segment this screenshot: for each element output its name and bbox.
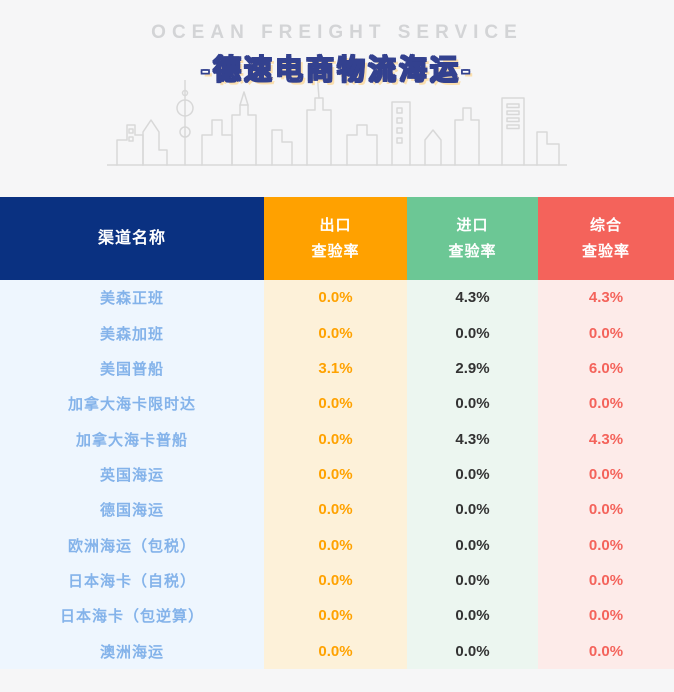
table-header-row: 渠道名称 出口 查验率 进口 查验率 综合 查验率 (0, 197, 674, 280)
header-export-rate: 出口 查验率 (264, 197, 407, 280)
channel-name-cell: 加拿大海卡限时达 (0, 386, 264, 422)
header-export-line2: 查验率 (311, 242, 360, 260)
city-skyline-graphic (107, 80, 567, 166)
channel-name-cell: 加拿大海卡普船 (0, 421, 264, 457)
banner-subtitle: OCEAN FREIGHT SERVICE (151, 22, 523, 43)
header-import-rate: 进口 查验率 (407, 197, 538, 280)
channel-name-cell: 德国海运 (0, 492, 264, 528)
table-row: 加拿大海卡限时达 0.0% 0.0% 0.0% (0, 386, 674, 422)
overall-rate-cell: 4.3% (538, 280, 674, 316)
export-rate-cell: 0.0% (264, 562, 407, 599)
header-import-line1: 进口 (456, 216, 489, 234)
table-row: 加拿大海卡普船 0.0% 4.3% 4.3% (0, 421, 674, 457)
export-rate-cell: 0.0% (264, 315, 407, 351)
export-rate-cell: 0.0% (264, 456, 407, 493)
channel-name-cell: 日本海卡（包逆算） (0, 598, 264, 634)
table-row: 澳洲海运 0.0% 0.0% 0.0% (0, 633, 674, 669)
overall-rate-cell: 0.0% (538, 598, 674, 634)
channel-name-cell: 澳洲海运 (0, 633, 264, 669)
overall-rate-cell: 0.0% (538, 562, 674, 599)
table-row: 美森加班 0.0% 0.0% 0.0% (0, 315, 674, 351)
header-channel-label: 渠道名称 (97, 229, 166, 247)
channel-name-cell: 美森正班 (0, 280, 264, 316)
table-row: 德国海运 0.0% 0.0% 0.0% (0, 492, 674, 528)
footer-spacer (0, 668, 674, 692)
channel-name-cell: 欧洲海运（包税） (0, 527, 264, 563)
header-overall-line1: 综合 (589, 216, 622, 234)
overall-rate-cell: 4.3% (538, 421, 674, 457)
rates-table: 渠道名称 出口 查验率 进口 查验率 综合 查验率 美森正班 0.0% 4.3%… (0, 197, 674, 669)
import-rate-cell: 2.9% (407, 350, 538, 387)
header-import-line2: 查验率 (448, 242, 497, 260)
export-rate-cell: 0.0% (264, 280, 407, 316)
table-row: 美国普船 3.1% 2.9% 6.0% (0, 350, 674, 387)
overall-rate-cell: 0.0% (538, 527, 674, 563)
export-rate-cell: 0.0% (264, 421, 407, 457)
overall-rate-cell: 0.0% (538, 456, 674, 493)
table-row: 日本海卡（包逆算） 0.0% 0.0% 0.0% (0, 598, 674, 634)
table-row: 美森正班 0.0% 4.3% 4.3% (0, 280, 674, 316)
header-export-line1: 出口 (319, 216, 352, 234)
export-rate-cell: 0.0% (264, 527, 407, 563)
import-rate-cell: 4.3% (407, 421, 538, 457)
table-row: 欧洲海运（包税） 0.0% 0.0% 0.0% (0, 527, 674, 563)
overall-rate-cell: 0.0% (538, 315, 674, 351)
import-rate-cell: 0.0% (407, 562, 538, 599)
import-rate-cell: 0.0% (407, 633, 538, 669)
import-rate-cell: 0.0% (407, 492, 538, 528)
page-title: -德速电商物流海运- (200, 53, 474, 85)
import-rate-cell: 0.0% (407, 315, 538, 351)
table-row: 英国海运 0.0% 0.0% 0.0% (0, 456, 674, 493)
overall-rate-cell: 6.0% (538, 350, 674, 387)
channel-name-cell: 美森加班 (0, 315, 264, 351)
header-channel-name: 渠道名称 (0, 197, 264, 280)
table-body: 美森正班 0.0% 4.3% 4.3% 美森加班 0.0% 0.0% 0.0% … (0, 280, 674, 669)
header-overall-rate: 综合 查验率 (538, 197, 674, 280)
import-rate-cell: 4.3% (407, 280, 538, 316)
import-rate-cell: 0.0% (407, 386, 538, 422)
export-rate-cell: 3.1% (264, 350, 407, 387)
export-rate-cell: 0.0% (264, 492, 407, 528)
channel-name-cell: 美国普船 (0, 350, 264, 387)
import-rate-cell: 0.0% (407, 527, 538, 563)
overall-rate-cell: 0.0% (538, 386, 674, 422)
channel-name-cell: 日本海卡（自税） (0, 562, 264, 599)
overall-rate-cell: 0.0% (538, 633, 674, 669)
export-rate-cell: 0.0% (264, 633, 407, 669)
banner: OCEAN FREIGHT SERVICE -德速电商物流海运- (0, 0, 674, 197)
import-rate-cell: 0.0% (407, 598, 538, 634)
export-rate-cell: 0.0% (264, 598, 407, 634)
channel-name-cell: 英国海运 (0, 456, 264, 493)
table-row: 日本海卡（自税） 0.0% 0.0% 0.0% (0, 562, 674, 599)
import-rate-cell: 0.0% (407, 456, 538, 493)
overall-rate-cell: 0.0% (538, 492, 674, 528)
header-overall-line2: 查验率 (581, 242, 630, 260)
export-rate-cell: 0.0% (264, 386, 407, 422)
